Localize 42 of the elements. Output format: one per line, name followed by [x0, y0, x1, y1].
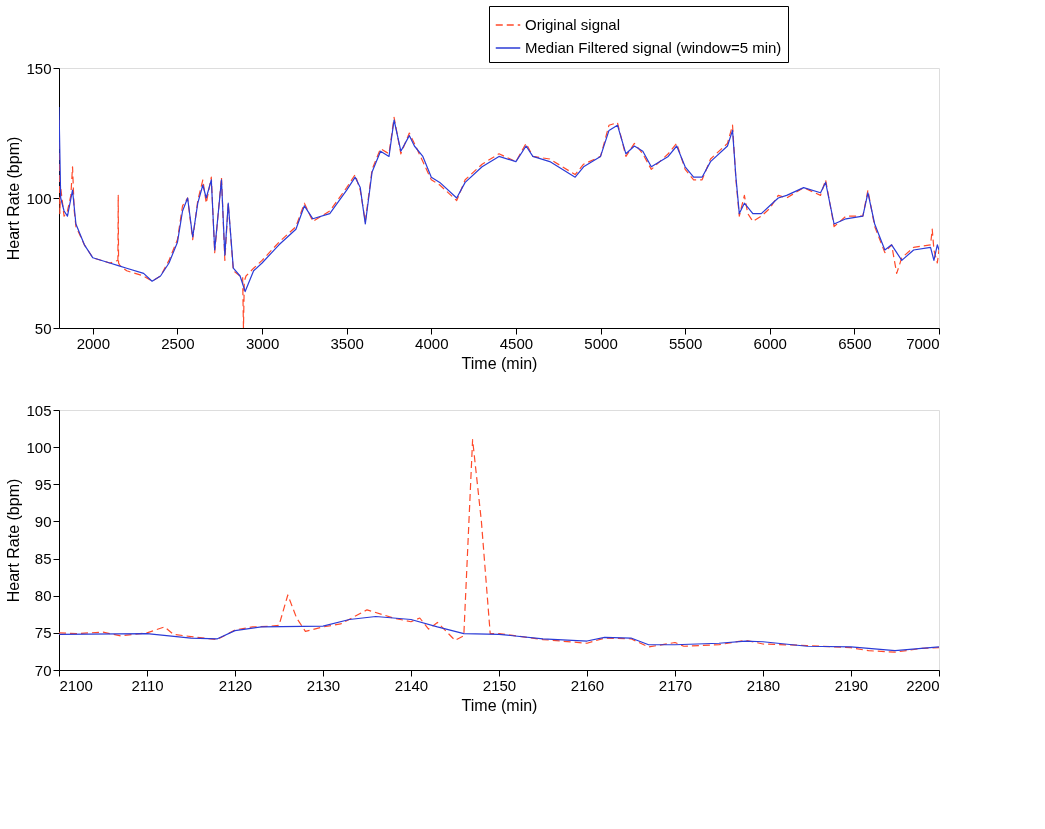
x-tick-label: 2100: [59, 676, 93, 694]
x-axis-title: Time (min): [461, 354, 538, 372]
y-tick-label: 75: [34, 624, 52, 642]
x-tick-label: 2200: [906, 676, 940, 694]
y-tick-label: 95: [34, 475, 52, 493]
x-tick-label: 2150: [482, 676, 517, 694]
line-series: [59, 106, 939, 293]
x-tick-label: 2130: [306, 676, 341, 694]
y-axis-title: Heart Rate (bpm): [5, 478, 23, 603]
x-tick-label: 2140: [394, 676, 429, 694]
line-series: [59, 615, 939, 652]
x-tick-label: 3500: [330, 334, 364, 352]
y-tick-label: 100: [26, 189, 52, 207]
x-axis-title: Time (min): [461, 696, 538, 714]
y-tick-label: 150: [26, 59, 52, 77]
y-tick-label: 80: [34, 587, 52, 605]
y-tick-label: 105: [26, 401, 52, 419]
legend-label: Median Filtered signal (window=5 min): [525, 39, 782, 56]
legend-label: Original signal: [525, 16, 621, 33]
x-tick-label: 2190: [834, 676, 869, 694]
y-axis-title: Heart Rate (bpm): [5, 136, 23, 261]
x-tick-label: 2500: [161, 334, 195, 352]
y-tick-label: 90: [34, 512, 52, 530]
x-tick-label: 2160: [570, 676, 605, 694]
y-tick-label: 50: [34, 319, 52, 337]
y-tick-label: 100: [26, 438, 52, 456]
x-tick-label: 2000: [76, 334, 111, 352]
x-tick-label: 2110: [131, 676, 164, 694]
x-tick-label: 5500: [668, 334, 703, 352]
x-tick-label: 2180: [746, 676, 781, 694]
x-tick-label: 3000: [245, 334, 280, 352]
x-tick-label: 2120: [218, 676, 253, 694]
line-series: [59, 439, 939, 653]
x-tick-label: 5000: [584, 334, 618, 352]
y-tick-label: 85: [34, 550, 52, 568]
x-tick-label: 6500: [838, 334, 872, 352]
x-tick-label: 2170: [658, 676, 693, 694]
x-tick-label: 7000: [906, 334, 940, 352]
y-tick-label: 70: [34, 661, 52, 679]
x-tick-label: 4000: [415, 334, 449, 352]
x-tick-label: 4500: [499, 334, 534, 352]
x-tick-label: 6000: [753, 334, 787, 352]
